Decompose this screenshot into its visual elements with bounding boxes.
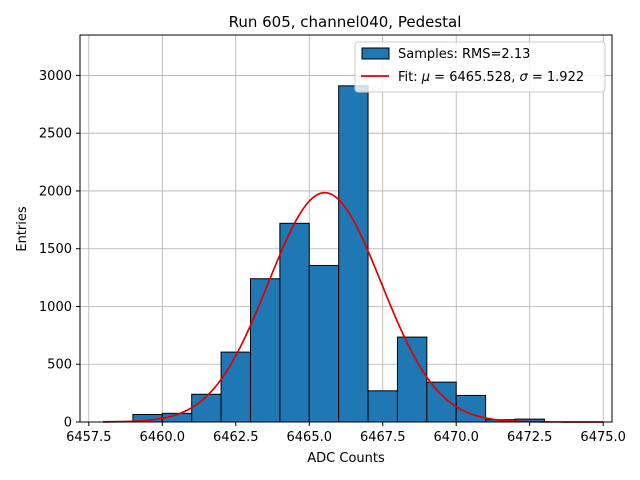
legend-box (354, 41, 606, 93)
legend-fit-sigma-symbol: σ (520, 70, 529, 85)
y-tick-label: 0 (64, 416, 72, 431)
histogram-bar (396, 336, 428, 423)
histogram-bar (338, 85, 369, 423)
legend: Samples: RMS=2.13 Fit: μ = 6465.528, σ =… (354, 41, 606, 93)
histogram-bars (103, 85, 545, 423)
legend-histogram-label: Samples: RMS=2.13 (398, 47, 530, 62)
legend-fit-label: Fit: μ = 6465.528, σ = 1.922 (398, 70, 584, 85)
histogram-bar (220, 351, 251, 423)
x-tick-label: 6460.0 (140, 430, 186, 445)
legend-fit-sigma-value: = 1.922 (528, 70, 584, 85)
y-tick-label: 2500 (39, 127, 72, 142)
y-axis-label: Entries (15, 206, 30, 252)
histogram-bar (191, 393, 222, 423)
y-tick-label: 3000 (39, 69, 72, 84)
plot-frame (79, 34, 613, 423)
histogram-bar (308, 264, 340, 423)
y-tick-label: 500 (47, 358, 72, 373)
x-tick-label: 6465.0 (287, 430, 333, 445)
x-axis-label: ADC Counts (307, 451, 385, 466)
x-tick-label: 6462.5 (213, 430, 259, 445)
x-axis-ticks: 6457.5 6460.0 6462.5 6465.0 6467.5 6470.0 6472… (66, 422, 626, 445)
x-tick-label: 6475.0 (580, 430, 626, 445)
histogram-bar (249, 278, 281, 423)
y-tick-label: 1000 (39, 300, 72, 315)
x-tick-label: 6457.5 (66, 430, 112, 445)
legend-fit-mu-symbol: μ (421, 70, 430, 85)
y-tick-label: 1500 (39, 242, 72, 257)
x-tick-label: 6467.5 (360, 430, 406, 445)
y-axis-ticks: 0 500 1000 1500 2000 2500 3000 (39, 69, 80, 431)
histogram-bar (426, 381, 457, 423)
y-tick-label: 2000 (39, 184, 72, 199)
fit-curve (103, 191, 604, 423)
legend-fit-prefix: Fit: (398, 70, 422, 85)
histogram-bar (367, 390, 398, 423)
x-tick-label: 6470.0 (433, 430, 479, 445)
x-tick-label: 6472.5 (507, 430, 553, 445)
histogram-bar (279, 222, 310, 423)
legend-histogram-swatch (361, 47, 390, 60)
fit-curve-group (103, 191, 604, 423)
legend-fit-mu-value: = 6465.528, (430, 70, 519, 85)
chart-title: Run 605, channel040, Pedestal (229, 13, 462, 31)
